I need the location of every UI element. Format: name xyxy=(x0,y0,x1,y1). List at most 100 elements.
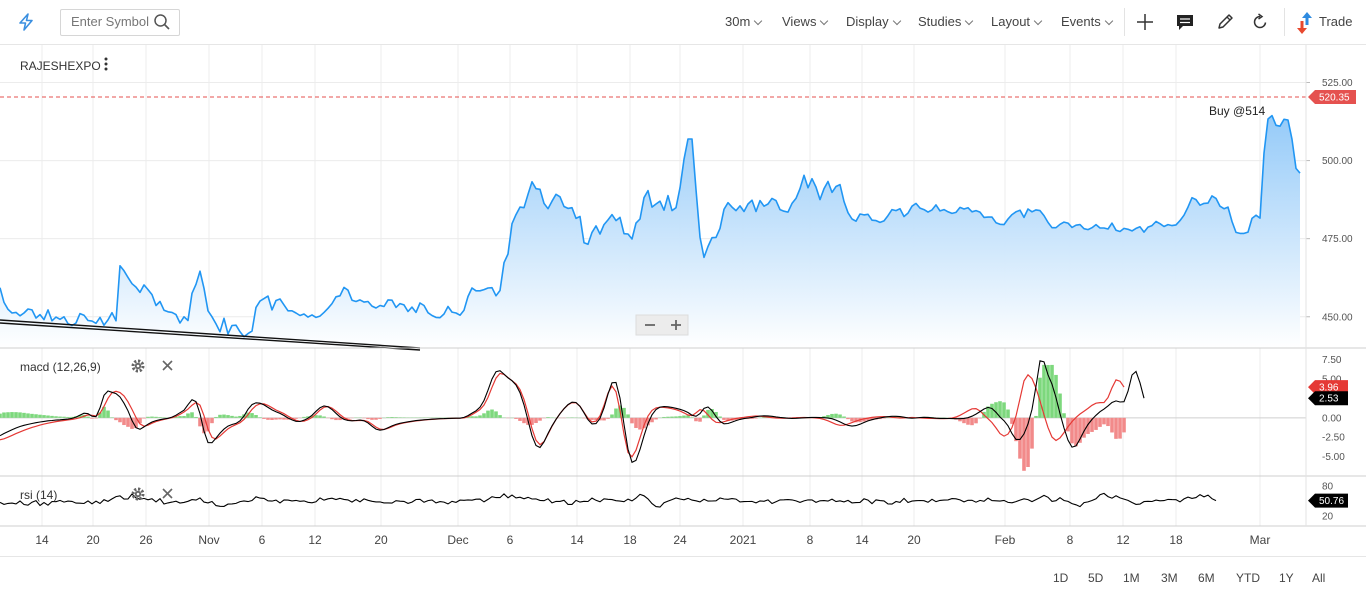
macd-histogram-bar xyxy=(1122,418,1126,433)
views-menu[interactable]: Views xyxy=(782,0,827,44)
macd-histogram-bar xyxy=(282,418,286,420)
interval-menu[interactable]: 30m xyxy=(725,0,761,44)
display-menu[interactable]: Display xyxy=(846,0,900,44)
macd-histogram-bar xyxy=(0,414,2,418)
symbol-label[interactable]: RAJESHEXPO xyxy=(20,59,101,73)
macd-histogram-bar xyxy=(226,415,230,418)
close-icon[interactable] xyxy=(163,361,172,370)
macd-histogram-bar xyxy=(830,414,834,418)
range-1m-button[interactable]: 1M xyxy=(1123,571,1140,585)
comment-icon[interactable] xyxy=(1176,14,1194,32)
date-tick-label: 26 xyxy=(139,533,153,547)
macd-histogram-bar xyxy=(322,416,326,417)
macd-histogram-bar xyxy=(386,417,390,418)
macd-histogram-bar xyxy=(94,418,98,419)
macd-histogram-bar xyxy=(974,418,978,424)
date-tick-label: 8 xyxy=(807,533,814,547)
symbol-search-input[interactable] xyxy=(61,10,157,33)
macd-histogram-bar xyxy=(842,416,846,417)
symbol-search-box[interactable] xyxy=(60,9,180,36)
gear-icon[interactable] xyxy=(133,361,143,371)
macd-histogram-bar xyxy=(614,409,618,418)
macd-histogram-bar xyxy=(694,418,698,421)
lightning-icon[interactable] xyxy=(16,12,36,32)
more-options-icon[interactable] xyxy=(105,58,108,71)
top-toolbar: 30m Views Display Studies Layout Events … xyxy=(0,0,1366,45)
price-y-tick-label: 475.00 xyxy=(1322,234,1353,245)
trade-button[interactable]: Trade xyxy=(1294,0,1360,44)
macd-histogram-bar xyxy=(834,414,838,418)
range-all-button[interactable]: All xyxy=(1312,571,1325,585)
macd-histogram-bar xyxy=(46,415,50,417)
chevron-down-icon xyxy=(820,17,828,25)
range-1d-button[interactable]: 1D xyxy=(1053,571,1068,585)
macd-histogram-bar xyxy=(6,412,10,418)
macd-histogram-bar xyxy=(194,417,198,418)
date-tick-label: Mar xyxy=(1250,533,1271,547)
date-tick-label: 20 xyxy=(86,533,100,547)
macd-histogram-bar xyxy=(50,416,54,418)
macd-histogram-bar xyxy=(698,418,702,422)
macd-histogram-bar xyxy=(258,417,262,418)
macd-histogram-bar xyxy=(1102,418,1106,425)
macd-histogram-bar xyxy=(58,417,62,418)
macd-histogram-bar xyxy=(590,418,594,420)
rsi-label[interactable]: rsi (14) xyxy=(20,488,57,502)
macd-histogram-bar xyxy=(1106,418,1110,426)
studies-menu[interactable]: Studies xyxy=(918,0,972,44)
macd-histogram-bar xyxy=(378,418,382,419)
macd-histogram-bar xyxy=(66,417,70,418)
macd-histogram-bar xyxy=(154,417,158,418)
macd-histogram-bar xyxy=(838,414,842,417)
layout-menu[interactable]: Layout xyxy=(991,0,1041,44)
date-tick-label: 20 xyxy=(907,533,921,547)
macd-histogram-bar xyxy=(262,418,266,419)
macd-histogram-bar xyxy=(474,416,478,417)
macd-histogram-bar xyxy=(86,417,90,418)
macd-histogram-bar xyxy=(1034,416,1038,418)
range-3m-button[interactable]: 3M xyxy=(1161,571,1178,585)
toolbar-divider xyxy=(1284,8,1285,36)
range-1y-button[interactable]: 1Y xyxy=(1279,571,1294,585)
macd-histogram-bar xyxy=(218,415,222,418)
buy-annotation[interactable]: Buy @514 xyxy=(1209,104,1266,118)
date-tick-label: 12 xyxy=(1116,533,1130,547)
price-panel: Buy @514 RAJESHEXPO 450.00475.00500.0052… xyxy=(0,58,1356,351)
macd-histogram-bar xyxy=(666,417,670,418)
search-icon[interactable] xyxy=(153,13,171,31)
macd-histogram-bar xyxy=(214,417,218,418)
price-y-tick-label: 450.00 xyxy=(1322,312,1353,323)
last-price-label: 520.35 xyxy=(1319,93,1350,104)
macd-histogram-bar xyxy=(186,413,190,417)
macd-histogram-bar xyxy=(210,418,214,423)
macd-histogram-bar xyxy=(518,418,522,421)
macd-histogram-bar xyxy=(294,418,298,419)
macd-histogram-bar xyxy=(126,418,130,427)
macd-histogram-bar xyxy=(670,417,674,418)
macd-histogram-bar xyxy=(478,415,482,417)
macd-label[interactable]: macd (12,26,9) xyxy=(20,360,101,374)
gear-icon[interactable] xyxy=(133,489,143,499)
macd-histogram-bar xyxy=(970,418,974,425)
date-tick-label: 18 xyxy=(1169,533,1183,547)
reset-refresh-icon[interactable] xyxy=(1251,13,1269,31)
rsi-line xyxy=(0,493,1216,507)
pencil-draw-icon[interactable] xyxy=(1216,13,1234,31)
macd-histogram-bar xyxy=(1098,418,1102,427)
chart-canvas[interactable]: Buy @514 RAJESHEXPO 450.00475.00500.0052… xyxy=(0,45,1366,555)
crosshair-plus-icon[interactable] xyxy=(1136,13,1154,31)
macd-histogram-bar xyxy=(234,417,238,418)
close-icon[interactable] xyxy=(163,489,172,498)
macd-histogram-bar xyxy=(602,418,606,421)
range-6m-button[interactable]: 6M xyxy=(1198,571,1215,585)
macd-histogram-bar xyxy=(514,418,518,419)
macd-histogram-bar xyxy=(1030,418,1034,449)
macd-histogram-bar xyxy=(470,416,474,418)
range-5d-button[interactable]: 5D xyxy=(1088,571,1103,585)
macd-histogram-bar xyxy=(1062,413,1066,418)
macd-histogram-bar xyxy=(482,413,486,417)
date-tick-label: 18 xyxy=(623,533,637,547)
events-menu[interactable]: Events xyxy=(1061,0,1112,44)
range-ytd-button[interactable]: YTD xyxy=(1236,571,1260,585)
